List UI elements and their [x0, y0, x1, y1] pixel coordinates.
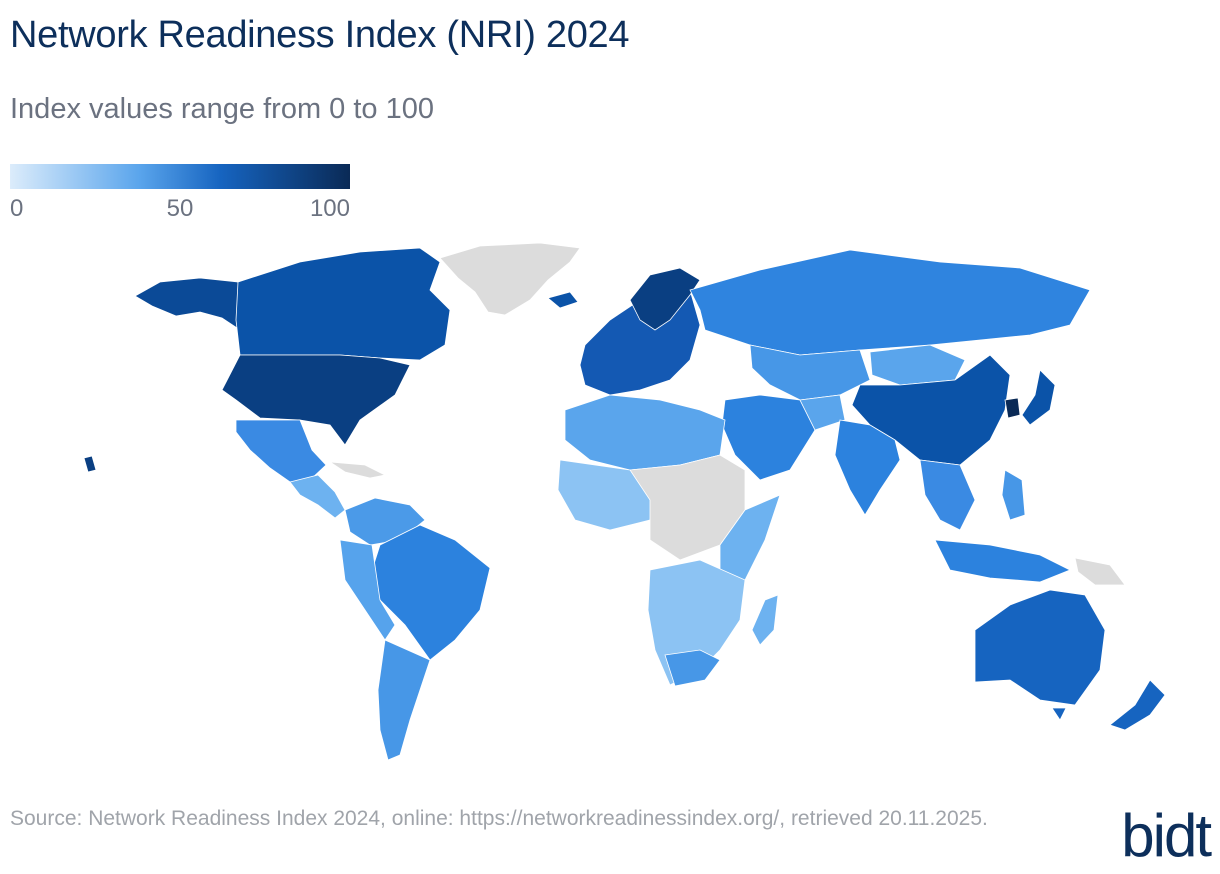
- canada: [235, 247, 451, 361]
- bidt-logo: bidt: [1121, 802, 1212, 869]
- chart-title: Network Readiness Index (NRI) 2024: [10, 14, 630, 56]
- hawaii: [83, 455, 97, 473]
- andes: [339, 539, 396, 641]
- alaska: [134, 277, 241, 331]
- india: [834, 419, 901, 516]
- iceland: [547, 291, 579, 309]
- united-states: [221, 354, 411, 446]
- brazil: [371, 524, 491, 661]
- legend-gradient-bar: [10, 164, 350, 189]
- greenland: [439, 242, 581, 316]
- iran-region: [769, 384, 846, 431]
- southeast-asia: [919, 459, 976, 531]
- legend-tick-100: 100: [309, 195, 350, 222]
- mexico: [235, 419, 327, 483]
- source-note: Source: Network Readiness Index 2024, on…: [10, 807, 988, 830]
- philippines: [1001, 469, 1026, 521]
- papua-new-guinea: [1074, 557, 1126, 586]
- legend-tick-50: 50: [166, 195, 194, 222]
- australia: [974, 589, 1106, 706]
- middle-east: [721, 394, 816, 481]
- scandinavia: [629, 267, 701, 331]
- color-legend: 0 50 100: [10, 164, 350, 225]
- legend-tick-0: 0: [10, 195, 24, 222]
- mongolia: [869, 344, 966, 386]
- central-america: [289, 474, 346, 519]
- new-zealand: [1109, 679, 1166, 731]
- chart-subtitle: Index values range from 0 to 100: [10, 93, 434, 125]
- tasmania: [1051, 707, 1067, 721]
- maritime-southeast-asia: [934, 539, 1071, 583]
- caribbean: [329, 461, 387, 479]
- north-africa: [564, 394, 726, 471]
- russia: [689, 249, 1091, 356]
- madagascar: [751, 594, 779, 646]
- legend-ticks: 0 50 100: [10, 195, 350, 225]
- southern-cone: [377, 639, 431, 761]
- japan: [1021, 369, 1056, 426]
- south-korea: [1004, 397, 1021, 419]
- world-map: [83, 242, 1166, 761]
- south-africa: [664, 649, 721, 687]
